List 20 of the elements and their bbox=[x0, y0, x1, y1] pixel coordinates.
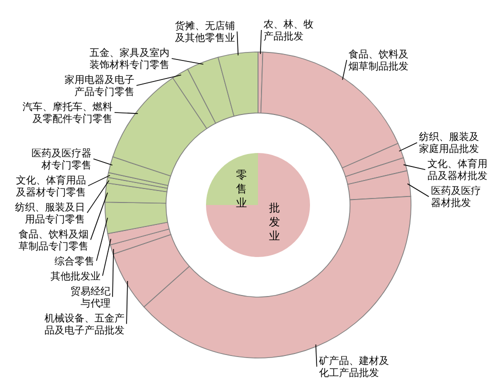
slice-label: 其他批发业 bbox=[50, 270, 101, 282]
slice-label: 机械设备、五金产品及电子产品批发 bbox=[44, 312, 125, 336]
slice-label: 家用电器及电子产品专门零售 bbox=[64, 74, 134, 98]
slice-label: 贸易经纪与代理 bbox=[70, 285, 111, 310]
slice-label: 矿产品、建材及化工产品批发 bbox=[318, 355, 389, 380]
slice-label: 纺织、服装及家庭用品批发 bbox=[419, 131, 480, 156]
slice-label: 农、林、牧产品批发 bbox=[263, 18, 314, 43]
slice-label: 食品、饮料及烟草制品批发 bbox=[348, 48, 409, 72]
slice-label: 医药及医疗器材批发 bbox=[430, 185, 481, 210]
slice-label: 食品、饮料及烟草制品专门零售 bbox=[18, 228, 89, 252]
slice-label: 批发业 bbox=[269, 202, 280, 243]
slice-label: 综合零售 bbox=[54, 255, 94, 268]
slice-label: 文化、体育用品及器材批发 bbox=[427, 158, 488, 182]
slice-label: 零售业 bbox=[236, 168, 247, 210]
slice-label: 纺织、服装及日用品专门零售 bbox=[15, 201, 86, 226]
slice-label: 文化、体育用品及器材专门零售 bbox=[16, 174, 86, 198]
slice-label: 医药及医疗器材专门零售 bbox=[31, 147, 92, 172]
slice-label: 汽车、摩托车、燃料及零配件专门零售 bbox=[22, 101, 113, 126]
slice-label: 五金、家具及室内装饰材料专门零售 bbox=[90, 47, 170, 72]
slice-label: 货摊、无店铺及其他零售业 bbox=[175, 20, 236, 44]
